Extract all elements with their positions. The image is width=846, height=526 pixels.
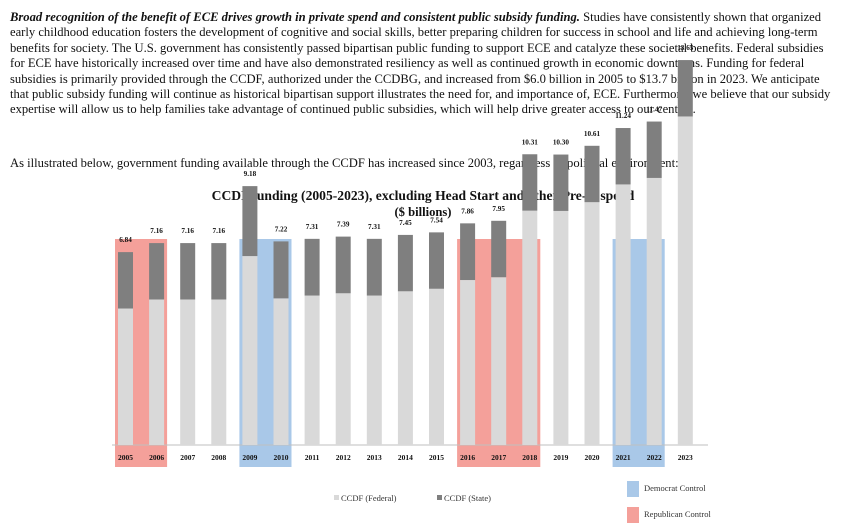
legend-swatch-democrat bbox=[627, 481, 639, 497]
bar-federal bbox=[273, 298, 289, 445]
chart-title: CCDF funding (2005-2023), excluding Head… bbox=[211, 188, 635, 203]
year-tick-label: 2012 bbox=[336, 453, 351, 462]
legend-label-federal: CCDF (Federal) bbox=[341, 493, 397, 503]
legend-label-democrat: Democrat Control bbox=[644, 483, 706, 493]
bar-state bbox=[180, 243, 196, 300]
bar-federal bbox=[615, 184, 631, 445]
chart-subtitle: ($ billions) bbox=[394, 205, 452, 219]
year-tick-label: 2021 bbox=[616, 453, 631, 462]
bar-state bbox=[397, 234, 413, 292]
bar-federal bbox=[304, 295, 320, 445]
year-tick-label: 2016 bbox=[460, 453, 475, 462]
intro-lead-sentence: Broad recognition of the benefit of ECE … bbox=[10, 10, 580, 24]
year-tick-label: 2010 bbox=[274, 453, 289, 462]
bar-federal bbox=[397, 291, 413, 445]
intro-paragraph: Broad recognition of the benefit of ECE … bbox=[10, 10, 838, 118]
year-tick-label: 2018 bbox=[522, 453, 537, 462]
legend-label-republican: Republican Control bbox=[644, 509, 711, 519]
year-tick-label: 2014 bbox=[398, 453, 413, 462]
legend-swatch-federal bbox=[334, 495, 339, 500]
bar-state bbox=[366, 238, 382, 296]
bar-state bbox=[304, 238, 320, 296]
bar-federal bbox=[149, 299, 165, 445]
data-label: 7.16 bbox=[213, 227, 226, 235]
bar-state bbox=[149, 243, 165, 300]
year-tick-label: 2008 bbox=[211, 453, 226, 462]
chart-intro-paragraph: As illustrated below, government funding… bbox=[10, 156, 679, 170]
control-band-democrat bbox=[612, 239, 665, 467]
data-label: 10.61 bbox=[584, 130, 601, 138]
year-tick-label: 2013 bbox=[367, 453, 382, 462]
control-band-democrat bbox=[239, 239, 292, 467]
bar-federal bbox=[180, 299, 196, 445]
year-tick-label: 2020 bbox=[585, 453, 600, 462]
legend-swatch-state bbox=[437, 495, 442, 500]
bar-state bbox=[118, 252, 133, 309]
bar-federal bbox=[211, 299, 227, 445]
data-label: 7.45 bbox=[399, 219, 412, 227]
bar-state bbox=[429, 232, 444, 289]
bar-federal bbox=[491, 277, 507, 445]
data-label: 6.84 bbox=[119, 236, 132, 244]
year-tick-label: 2007 bbox=[180, 453, 195, 462]
year-tick-label: 2017 bbox=[491, 453, 506, 462]
bar-federal bbox=[522, 210, 538, 445]
data-label: 7.16 bbox=[181, 227, 194, 235]
control-band-republican bbox=[457, 239, 541, 467]
bar-state bbox=[211, 243, 227, 300]
legend-swatch-republican bbox=[627, 507, 639, 523]
data-label: 7.31 bbox=[306, 223, 319, 231]
bar-federal bbox=[584, 202, 600, 445]
year-tick-label: 2006 bbox=[149, 453, 164, 462]
bar-state bbox=[273, 241, 289, 299]
data-label: 7.39 bbox=[337, 221, 350, 229]
data-label: 7.22 bbox=[275, 225, 288, 233]
year-tick-label: 2019 bbox=[553, 453, 568, 462]
bar-federal bbox=[460, 280, 476, 445]
legend-label-state: CCDF (State) bbox=[444, 493, 491, 503]
year-tick-label: 2005 bbox=[118, 453, 133, 462]
year-tick-label: 2015 bbox=[429, 453, 444, 462]
year-tick-label: 2009 bbox=[242, 453, 257, 462]
data-label: 7.16 bbox=[150, 227, 163, 235]
data-label: 10.30 bbox=[553, 139, 570, 147]
bar-state bbox=[335, 236, 351, 294]
bar-federal bbox=[429, 288, 444, 445]
year-tick-label: 2011 bbox=[305, 453, 320, 462]
data-label: 7.31 bbox=[368, 223, 381, 231]
bar-federal bbox=[335, 293, 351, 445]
intro-body: Studies have consistently shown that org… bbox=[10, 10, 831, 117]
control-band-republican bbox=[115, 239, 168, 467]
year-tick-label: 2022 bbox=[647, 453, 662, 462]
bar-federal bbox=[553, 210, 569, 445]
bar-federal bbox=[366, 295, 382, 445]
bar-state bbox=[491, 220, 507, 278]
bar-federal bbox=[242, 256, 258, 445]
bar-federal bbox=[118, 308, 133, 445]
year-tick-label: 2023 bbox=[678, 453, 693, 462]
bar-state bbox=[460, 223, 476, 281]
data-label: 10.31 bbox=[522, 138, 539, 146]
